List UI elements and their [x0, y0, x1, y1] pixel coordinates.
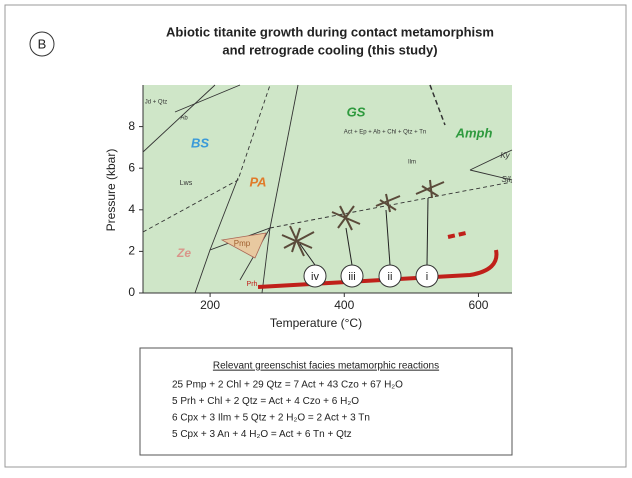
- x-tick-label: 200: [200, 298, 220, 312]
- field-label: Ab: [180, 116, 188, 122]
- panel-label: B: [38, 36, 47, 51]
- field-label: Jd + Qtz: [145, 100, 168, 106]
- reaction: 6 Cpx + 3 Ilm + 5 Qtz + 2 H₂O = 2 Act + …: [172, 413, 370, 424]
- x-tick-label: 600: [468, 298, 488, 312]
- field-label: Ky: [500, 151, 510, 160]
- y-tick-label: 8: [128, 119, 135, 133]
- x-tick-label: 400: [334, 298, 354, 312]
- field-label: Ilm: [408, 160, 416, 166]
- y-axis-label: Pressure (kbar): [104, 149, 118, 232]
- x-axis-label: Temperature (°C): [270, 316, 362, 330]
- reaction: 5 Prh + Chl + 2 Qtz = Act + 4 Czo + 6 H₂…: [172, 396, 359, 407]
- figure: B Abiotic titanite growth during contact…: [0, 0, 632, 473]
- field-label: Sil: [502, 175, 511, 184]
- field-label: Act + Ep + Ab + Chl + Qtz + Tn: [344, 130, 426, 136]
- stage-label: ii: [388, 271, 393, 283]
- y-tick-label: 0: [128, 285, 135, 299]
- y-tick-label: 6: [128, 160, 135, 174]
- field-label: PA: [249, 174, 266, 189]
- plot-area: [143, 85, 512, 293]
- reactions-title: Relevant greenschist facies metamorphic …: [213, 361, 439, 372]
- y-tick-label: 4: [128, 202, 135, 216]
- field-label: Pmp: [234, 239, 251, 248]
- reaction: 25 Pmp + 2 Chl + 29 Qtz = 7 Act + 43 Czo…: [172, 380, 403, 391]
- page: B Abiotic titanite growth during contact…: [0, 0, 632, 478]
- field-label: Amph: [455, 125, 493, 140]
- field-label: Lws: [180, 180, 193, 187]
- y-tick-label: 2: [128, 244, 135, 258]
- stage-label: iii: [348, 271, 355, 283]
- field-label: GS: [347, 104, 366, 119]
- field-label: Prh: [247, 281, 258, 288]
- title: Abiotic titanite growth during contact m…: [166, 24, 494, 39]
- reaction: 5 Cpx + 3 An + 4 H₂O = Act + 6 Tn + Qtz: [172, 429, 352, 440]
- title: and retrograde cooling (this study): [222, 42, 437, 57]
- field-label: BS: [191, 135, 209, 150]
- field-label: Ze: [176, 246, 191, 260]
- stage-label: i: [426, 271, 428, 283]
- stage-label: iv: [311, 271, 319, 283]
